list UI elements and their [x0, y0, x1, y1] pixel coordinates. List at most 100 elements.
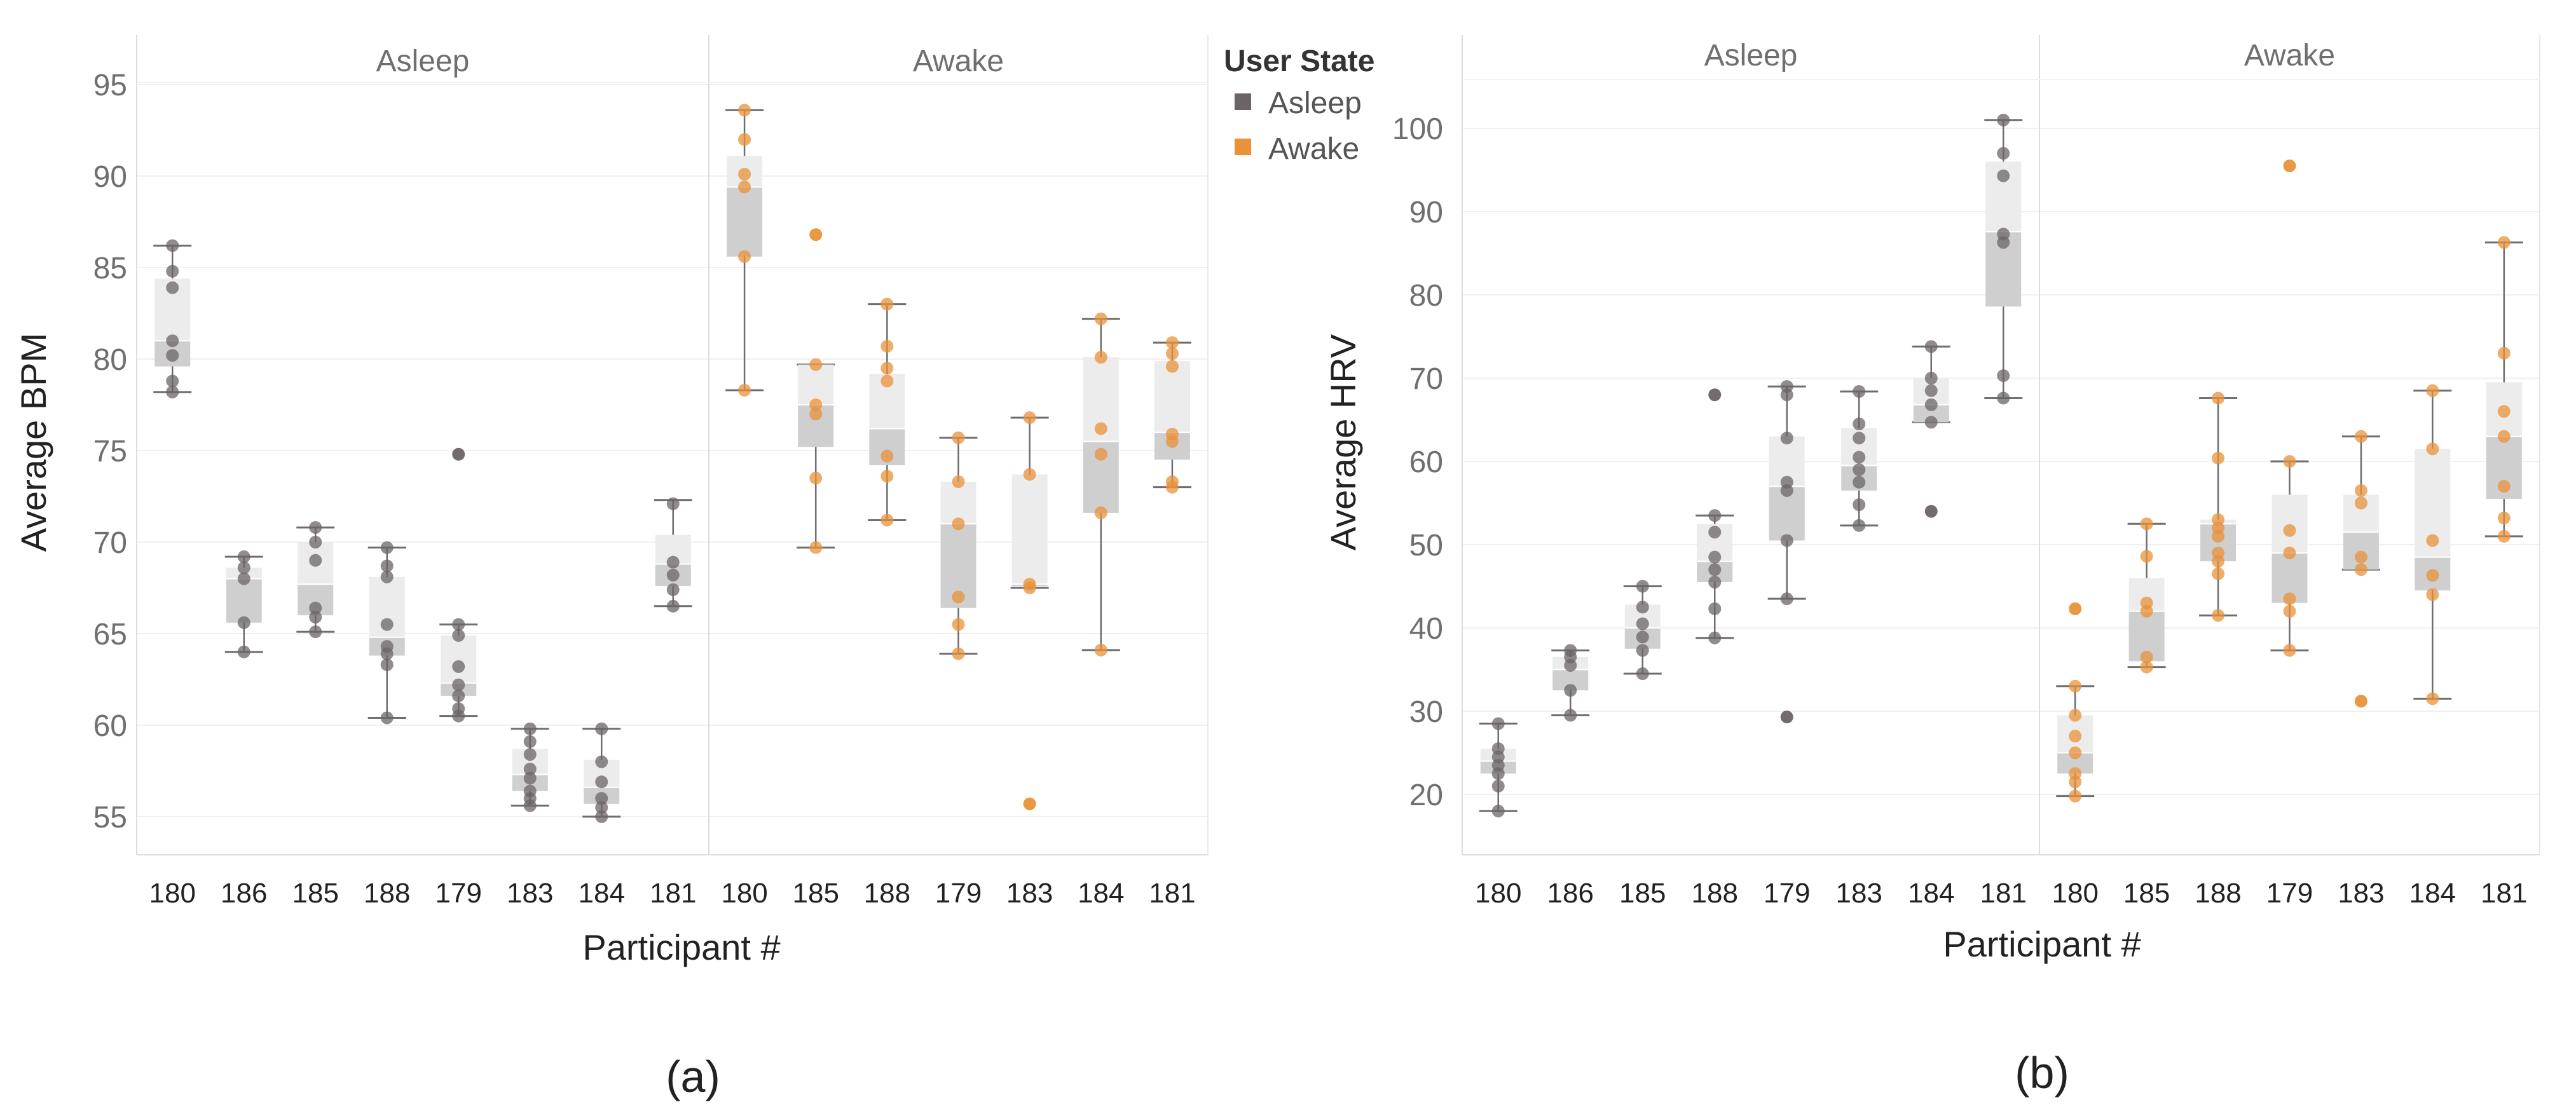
data-point-b-asleep-185	[1636, 667, 1649, 680]
data-point-a-awake-188	[880, 470, 893, 482]
data-point-b-awake-185	[2141, 651, 2153, 663]
data-point-a-awake-183	[1024, 411, 1036, 424]
data-point-a-awake-188	[880, 362, 893, 374]
data-point-a-asleep-184	[595, 792, 608, 805]
legend-title: User State	[1224, 44, 1374, 78]
data-point-a-awake-179	[952, 618, 965, 631]
ytick-label-a: 70	[93, 526, 127, 560]
data-point-b-asleep-184	[1925, 340, 1938, 353]
xtick-label-b-awake-188: 188	[2195, 878, 2241, 909]
data-point-a-asleep-186	[238, 646, 250, 658]
legend-swatch-asleep	[1235, 93, 1251, 110]
ytick-label-a: 75	[93, 435, 127, 468]
data-point-a-asleep-186	[238, 550, 250, 563]
xtick-label-a-awake-184: 184	[1078, 878, 1124, 909]
data-point-a-awake-179	[952, 590, 965, 603]
panel-b-label: (b)	[2015, 1048, 2069, 1098]
data-point-b-awake-181	[2498, 236, 2511, 248]
data-point-b-awake-188	[2212, 609, 2224, 622]
outlier-point-b-asleep-179	[1781, 711, 1793, 723]
data-point-a-asleep-183	[524, 785, 537, 798]
box-lower-a-awake-180	[727, 187, 762, 256]
xtick-label-a-awake-180: 180	[721, 878, 767, 909]
data-point-a-asleep-180	[166, 375, 179, 388]
data-point-a-awake-185	[809, 472, 822, 484]
data-point-a-asleep-188	[381, 711, 394, 724]
data-point-a-awake-180	[738, 133, 751, 146]
data-point-b-awake-183	[2355, 430, 2367, 443]
data-point-b-awake-181	[2498, 480, 2511, 493]
data-point-a-awake-180	[738, 384, 751, 397]
outlier-point-b-awake-180	[2069, 602, 2081, 615]
data-point-b-asleep-188	[1708, 509, 1721, 522]
figure: Average BPM Participant # (a) Average HR…	[0, 0, 2576, 1116]
data-point-b-awake-188	[2212, 391, 2224, 404]
data-point-a-asleep-179	[452, 629, 465, 642]
data-point-b-asleep-188	[1708, 602, 1721, 615]
data-point-b-asleep-188	[1708, 551, 1721, 564]
data-point-a-awake-184	[1095, 448, 1107, 461]
data-point-a-awake-180	[738, 250, 751, 263]
data-point-b-awake-180	[2069, 709, 2081, 722]
data-point-a-awake-183	[1024, 468, 1036, 480]
xtick-label-b-asleep-180: 180	[1475, 878, 1521, 909]
data-point-b-awake-181	[2498, 405, 2511, 418]
xtick-label-a-asleep-180: 180	[149, 878, 196, 909]
xtick-label-b-awake-184: 184	[2409, 878, 2456, 909]
outlier-point-a-asleep-179	[452, 448, 465, 461]
data-point-b-awake-184	[2426, 384, 2439, 397]
data-point-a-awake-179	[952, 648, 965, 660]
xtick-label-a-asleep-188: 188	[364, 878, 410, 909]
xtick-label-b-awake-185: 185	[2123, 878, 2170, 909]
data-point-b-asleep-188	[1708, 576, 1721, 589]
data-point-a-asleep-185	[309, 521, 322, 534]
data-point-b-awake-183	[2355, 484, 2367, 497]
data-point-a-asleep-185	[309, 554, 322, 567]
data-point-a-awake-184	[1095, 507, 1107, 519]
legend-swatch-awake	[1235, 139, 1251, 155]
data-point-b-awake-181	[2498, 512, 2511, 524]
data-point-b-awake-179	[2284, 592, 2296, 605]
data-point-a-awake-188	[880, 514, 893, 526]
data-point-b-awake-183	[2355, 551, 2367, 564]
data-point-a-asleep-185	[309, 602, 322, 615]
panel-a-ylabel: Average BPM	[13, 333, 53, 552]
data-point-a-asleep-186	[238, 573, 250, 585]
data-point-b-asleep-184	[1925, 384, 1938, 397]
data-point-b-awake-188	[2212, 568, 2224, 580]
ytick-label-b: 50	[1409, 529, 1443, 562]
panel-a-xlabel: Participant #	[582, 927, 780, 967]
data-point-a-awake-188	[880, 298, 893, 311]
facet-header-asleep-a: Asleep	[376, 44, 470, 78]
data-point-a-asleep-180	[166, 386, 179, 398]
ytick-label-a: 85	[93, 252, 127, 285]
data-point-a-asleep-180	[166, 239, 179, 252]
data-point-b-asleep-183	[1853, 432, 1865, 444]
data-point-b-awake-185	[2141, 517, 2153, 530]
data-point-b-awake-179	[2284, 547, 2296, 559]
data-point-b-awake-179	[2284, 644, 2296, 657]
outlier-point-b-asleep-188	[1708, 388, 1721, 401]
legend-label-awake: Awake	[1268, 132, 1359, 166]
xtick-label-a-asleep-181: 181	[650, 878, 696, 909]
data-point-a-asleep-184	[595, 775, 608, 788]
data-point-a-asleep-181	[667, 583, 680, 596]
data-point-b-awake-179	[2284, 455, 2296, 468]
data-point-a-asleep-181	[667, 556, 680, 569]
data-point-b-awake-188	[2212, 514, 2224, 526]
box-upper-a-asleep-179	[441, 636, 476, 683]
data-point-a-awake-184	[1095, 644, 1107, 657]
data-point-b-asleep-181	[1997, 228, 2010, 240]
xtick-label-b-asleep-184: 184	[1908, 878, 1954, 909]
ytick-label-b: 20	[1409, 779, 1443, 812]
data-point-b-asleep-188	[1708, 526, 1721, 538]
ytick-label-b: 60	[1409, 446, 1443, 479]
xtick-label-a-asleep-183: 183	[507, 878, 553, 909]
data-point-a-asleep-180	[166, 282, 179, 294]
data-point-a-awake-188	[880, 450, 893, 463]
data-point-a-awake-184	[1095, 422, 1107, 435]
outlier-point-a-awake-183	[1024, 798, 1036, 810]
data-point-a-asleep-184	[595, 756, 608, 768]
box-upper-a-awake-183	[1012, 474, 1048, 584]
ytick-label-b: 70	[1409, 362, 1443, 396]
